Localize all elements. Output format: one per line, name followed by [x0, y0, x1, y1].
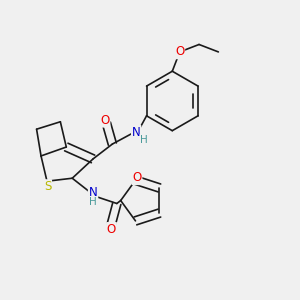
Text: O: O: [107, 223, 116, 236]
Text: O: O: [175, 45, 184, 58]
Text: O: O: [100, 114, 110, 127]
Text: H: H: [140, 135, 148, 145]
Text: N: N: [89, 186, 98, 199]
Text: N: N: [132, 126, 140, 139]
Text: H: H: [89, 197, 97, 207]
Text: O: O: [132, 171, 142, 184]
Text: S: S: [44, 180, 51, 193]
